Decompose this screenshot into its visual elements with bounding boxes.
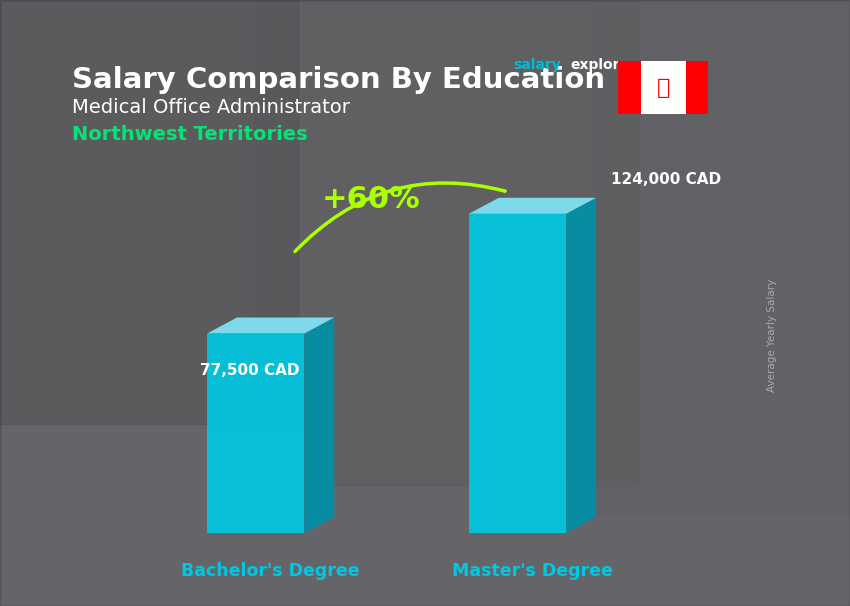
Bar xyxy=(0,0,298,424)
FancyArrowPatch shape xyxy=(295,183,505,251)
Bar xyxy=(619,61,641,115)
Polygon shape xyxy=(566,198,596,533)
Bar xyxy=(686,61,708,115)
Polygon shape xyxy=(304,318,334,533)
Bar xyxy=(255,0,638,485)
Text: Bachelor's Degree: Bachelor's Degree xyxy=(181,562,360,581)
Bar xyxy=(469,214,566,533)
Polygon shape xyxy=(207,318,334,333)
Text: +60%: +60% xyxy=(322,184,421,213)
Bar xyxy=(595,0,850,515)
Bar xyxy=(619,61,708,115)
Polygon shape xyxy=(469,198,596,214)
Text: 124,000 CAD: 124,000 CAD xyxy=(611,172,721,187)
Text: Average Yearly Salary: Average Yearly Salary xyxy=(767,279,777,392)
Text: 🍁: 🍁 xyxy=(657,78,670,98)
Text: Master's Degree: Master's Degree xyxy=(452,562,613,581)
Text: Salary Comparison By Education: Salary Comparison By Education xyxy=(72,67,605,95)
Text: explorer.com: explorer.com xyxy=(570,58,672,73)
Bar xyxy=(207,333,304,533)
Text: 77,500 CAD: 77,500 CAD xyxy=(200,364,299,378)
Text: Medical Office Administrator: Medical Office Administrator xyxy=(72,98,350,118)
Text: salary: salary xyxy=(513,58,562,73)
Text: Northwest Territories: Northwest Territories xyxy=(72,125,308,144)
